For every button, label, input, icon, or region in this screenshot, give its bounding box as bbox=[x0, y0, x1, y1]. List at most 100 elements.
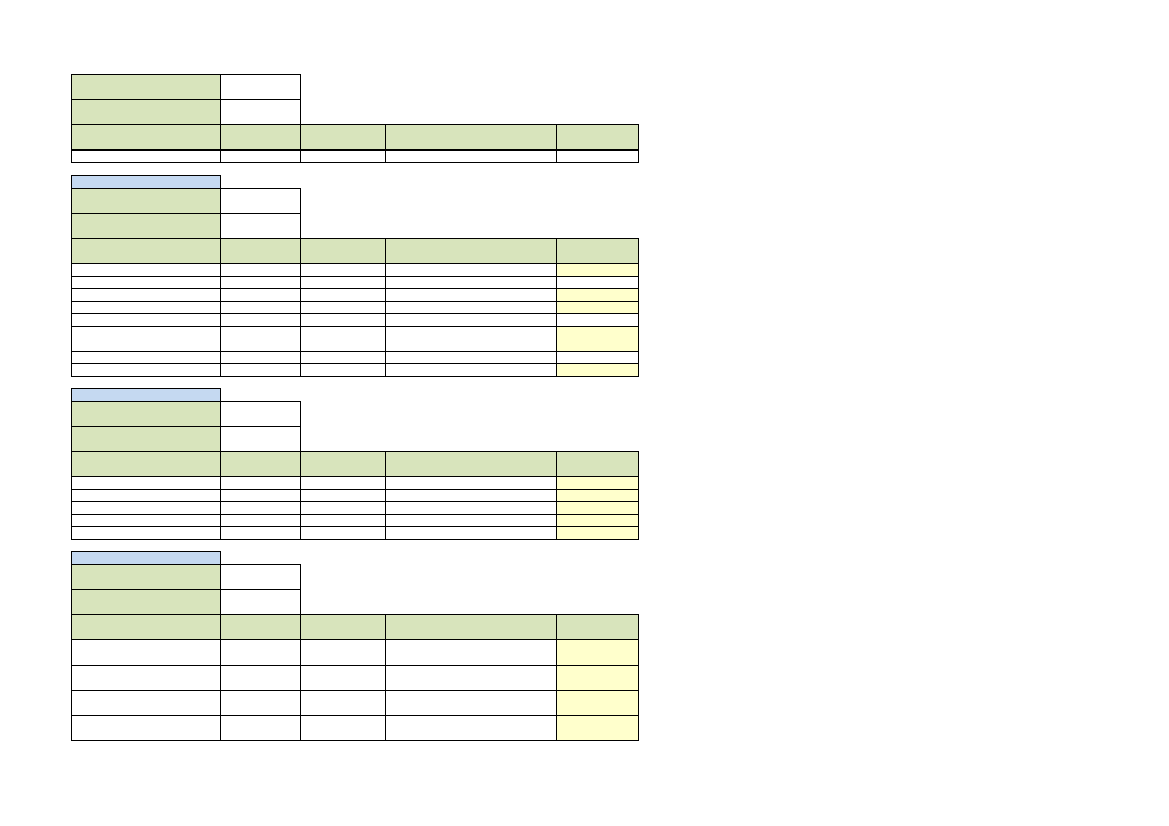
data-cell bbox=[71, 489, 221, 502]
total-cell bbox=[556, 150, 639, 163]
data-cell bbox=[71, 526, 221, 540]
data-cell bbox=[71, 639, 221, 666]
data-cell bbox=[220, 526, 301, 540]
data-cell bbox=[220, 363, 301, 377]
input-cell bbox=[220, 401, 301, 427]
data-cell bbox=[385, 326, 557, 352]
data-cell bbox=[300, 514, 386, 527]
total-cell bbox=[556, 639, 639, 666]
total-cell bbox=[556, 476, 639, 490]
total-cell bbox=[556, 501, 639, 515]
data-cell bbox=[220, 288, 301, 302]
data-cell bbox=[300, 690, 386, 716]
data-cell bbox=[385, 514, 557, 527]
data-cell bbox=[220, 351, 301, 364]
label-cell bbox=[71, 188, 221, 214]
data-cell bbox=[220, 715, 301, 741]
data-cell bbox=[71, 715, 221, 741]
data-cell bbox=[300, 301, 386, 314]
data-cell bbox=[385, 150, 557, 163]
header-cell bbox=[220, 451, 301, 477]
data-cell bbox=[71, 665, 221, 691]
data-cell bbox=[220, 263, 301, 277]
total-cell bbox=[556, 326, 639, 352]
label-cell bbox=[71, 74, 221, 100]
data-cell bbox=[300, 363, 386, 377]
total-cell bbox=[556, 263, 639, 277]
total-cell bbox=[556, 351, 639, 364]
header-cell bbox=[220, 614, 301, 640]
data-cell bbox=[300, 150, 386, 163]
data-cell bbox=[385, 715, 557, 741]
total-cell bbox=[556, 301, 639, 314]
header-cell bbox=[71, 238, 221, 264]
data-cell bbox=[220, 665, 301, 691]
input-cell bbox=[220, 188, 301, 214]
data-cell bbox=[220, 639, 301, 666]
header-cell bbox=[556, 451, 639, 477]
data-cell bbox=[300, 639, 386, 666]
total-cell bbox=[556, 665, 639, 691]
data-cell bbox=[71, 690, 221, 716]
data-cell bbox=[300, 326, 386, 352]
data-cell bbox=[385, 690, 557, 716]
data-cell bbox=[71, 276, 221, 289]
data-cell bbox=[385, 276, 557, 289]
data-cell bbox=[220, 690, 301, 716]
header-cell bbox=[556, 614, 639, 640]
data-cell bbox=[220, 313, 301, 327]
label-cell bbox=[71, 426, 221, 452]
data-cell bbox=[220, 326, 301, 352]
data-cell bbox=[220, 276, 301, 289]
data-cell bbox=[385, 489, 557, 502]
input-cell bbox=[220, 74, 301, 100]
label-cell bbox=[71, 589, 221, 615]
label-cell bbox=[71, 99, 221, 125]
section-header bbox=[71, 175, 221, 189]
input-cell bbox=[220, 213, 301, 239]
data-cell bbox=[71, 363, 221, 377]
section-header bbox=[71, 388, 221, 402]
section-header bbox=[71, 551, 221, 565]
data-cell bbox=[385, 288, 557, 302]
header-cell bbox=[300, 124, 386, 150]
data-cell bbox=[71, 313, 221, 327]
data-cell bbox=[71, 476, 221, 490]
data-cell bbox=[71, 501, 221, 515]
total-cell bbox=[556, 489, 639, 502]
total-cell bbox=[556, 288, 639, 302]
total-cell bbox=[556, 715, 639, 741]
data-cell bbox=[385, 263, 557, 277]
label-cell bbox=[71, 401, 221, 427]
input-cell bbox=[220, 426, 301, 452]
data-cell bbox=[71, 288, 221, 302]
input-cell bbox=[220, 564, 301, 590]
data-cell bbox=[300, 501, 386, 515]
data-cell bbox=[220, 150, 301, 163]
header-cell bbox=[71, 124, 221, 150]
data-cell bbox=[300, 526, 386, 540]
data-cell bbox=[220, 489, 301, 502]
input-cell bbox=[220, 589, 301, 615]
data-cell bbox=[71, 351, 221, 364]
header-cell bbox=[71, 614, 221, 640]
header-cell bbox=[385, 238, 557, 264]
input-cell bbox=[220, 99, 301, 125]
data-cell bbox=[220, 301, 301, 314]
total-cell bbox=[556, 276, 639, 289]
data-cell bbox=[300, 489, 386, 502]
total-cell bbox=[556, 363, 639, 377]
total-cell bbox=[556, 514, 639, 527]
header-cell bbox=[300, 238, 386, 264]
header-cell bbox=[71, 451, 221, 477]
data-cell bbox=[385, 476, 557, 490]
data-cell bbox=[385, 501, 557, 515]
header-cell bbox=[385, 451, 557, 477]
data-cell bbox=[220, 514, 301, 527]
data-cell bbox=[300, 263, 386, 277]
data-cell bbox=[385, 526, 557, 540]
header-cell bbox=[220, 124, 301, 150]
